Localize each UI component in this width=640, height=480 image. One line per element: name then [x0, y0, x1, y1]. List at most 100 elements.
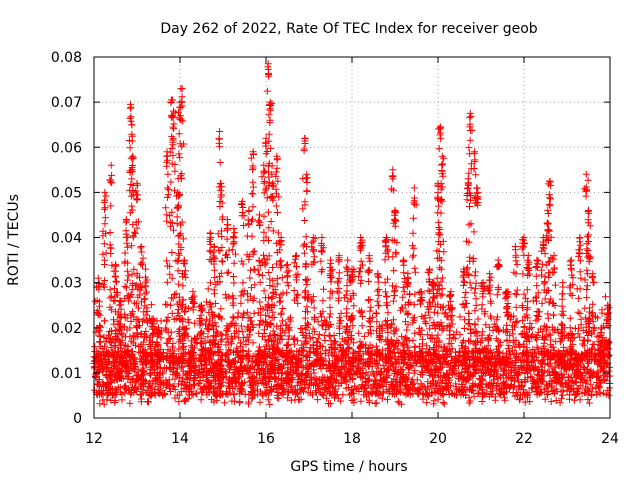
data-point	[263, 384, 271, 392]
data-point	[502, 380, 509, 388]
data-point	[421, 311, 429, 319]
data-point	[321, 384, 329, 391]
data-point	[310, 369, 318, 377]
data-point	[315, 331, 323, 338]
data-point	[116, 373, 124, 381]
data-point	[326, 310, 334, 318]
data-point	[245, 347, 253, 355]
data-point	[405, 365, 413, 373]
data-point	[460, 374, 468, 381]
data-point	[391, 386, 399, 394]
data-point	[287, 396, 295, 404]
data-point	[245, 365, 253, 373]
data-point	[327, 400, 335, 408]
data-point	[358, 322, 366, 330]
data-point	[534, 289, 542, 297]
data-point	[491, 396, 499, 404]
data-point	[213, 396, 221, 404]
data-point	[163, 365, 170, 372]
data-point	[146, 379, 153, 387]
data-point	[274, 389, 282, 396]
data-point	[236, 359, 244, 366]
data-point	[143, 387, 151, 395]
data-point	[145, 398, 152, 406]
data-point	[99, 351, 107, 359]
data-point	[304, 368, 312, 376]
data-point	[165, 384, 173, 392]
data-point	[489, 326, 497, 334]
data-point	[365, 398, 373, 406]
data-point	[204, 333, 212, 341]
data-point	[476, 382, 484, 390]
data-point	[566, 395, 573, 403]
data-point	[458, 380, 466, 388]
data-point	[127, 311, 135, 319]
data-point	[147, 392, 155, 400]
data-point	[151, 391, 159, 399]
data-point	[518, 382, 526, 390]
data-point	[313, 338, 321, 346]
data-point	[173, 365, 181, 373]
data-point	[542, 384, 550, 392]
data-point	[126, 399, 134, 407]
data-point	[477, 339, 485, 347]
data-point	[266, 387, 274, 394]
data-point	[378, 394, 386, 402]
data-point	[285, 371, 293, 379]
data-point	[217, 330, 225, 338]
data-points	[90, 60, 614, 408]
data-point	[478, 398, 486, 405]
data-point	[453, 391, 461, 399]
data-point	[162, 324, 170, 332]
data-point	[127, 390, 135, 398]
data-point	[456, 313, 464, 321]
data-point	[284, 387, 292, 395]
data-point	[466, 279, 474, 287]
data-point	[354, 384, 362, 392]
data-point	[250, 309, 258, 317]
data-point	[579, 340, 587, 348]
data-point	[228, 340, 236, 348]
data-point	[423, 399, 431, 407]
data-point	[286, 378, 294, 386]
data-point	[305, 347, 313, 355]
data-point	[179, 367, 187, 375]
data-point	[556, 379, 564, 387]
data-point	[111, 397, 119, 405]
data-point	[483, 389, 491, 397]
data-point	[132, 377, 140, 385]
data-point	[462, 378, 470, 386]
data-point	[288, 388, 296, 396]
data-point	[602, 293, 609, 301]
data-point	[147, 384, 155, 392]
data-point	[235, 334, 243, 342]
data-point	[422, 320, 430, 327]
data-point	[598, 306, 606, 314]
data-point	[567, 343, 575, 351]
data-point	[147, 301, 155, 309]
data-point	[518, 357, 526, 364]
data-point	[475, 389, 483, 397]
data-point	[576, 382, 584, 390]
data-point	[485, 353, 493, 361]
data-point	[241, 363, 248, 371]
data-point	[600, 389, 608, 397]
data-point	[506, 316, 514, 324]
data-point	[321, 337, 329, 344]
data-point	[167, 388, 174, 395]
data-point	[576, 333, 584, 341]
data-point	[203, 315, 210, 323]
data-point	[396, 379, 404, 387]
data-point	[582, 314, 590, 322]
data-point	[306, 363, 314, 370]
data-point	[135, 304, 142, 312]
data-point	[221, 399, 229, 407]
data-point	[104, 391, 112, 399]
data-point	[324, 388, 332, 396]
data-point	[263, 360, 271, 368]
data-point	[254, 390, 262, 398]
data-point	[424, 385, 432, 393]
data-point	[487, 388, 495, 396]
data-point	[288, 382, 296, 390]
